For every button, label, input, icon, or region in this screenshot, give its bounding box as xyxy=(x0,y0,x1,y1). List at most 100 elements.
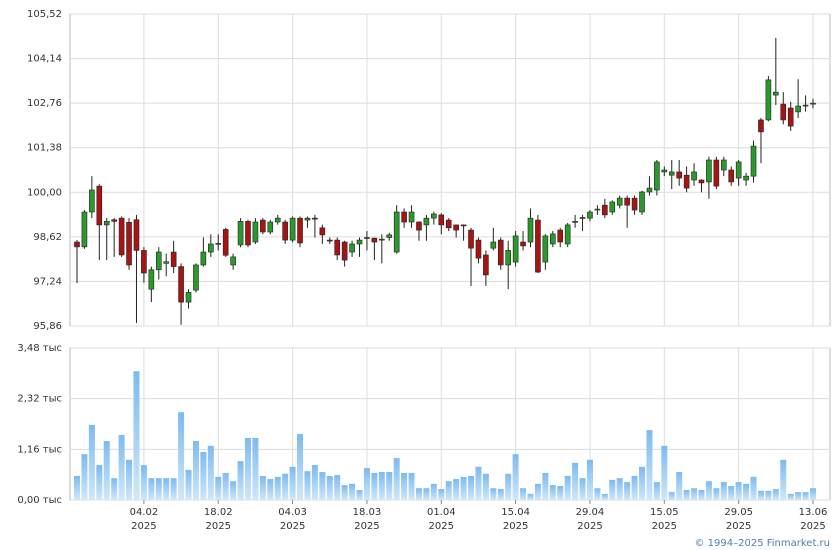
y-tick-label: 104,14 xyxy=(27,54,62,65)
volume-bar xyxy=(698,489,705,500)
candle-body xyxy=(497,239,504,266)
y-tick-label: 3,48 тыс xyxy=(17,343,62,354)
volume-bar xyxy=(81,454,88,500)
volume-bar xyxy=(601,493,608,500)
candle-body xyxy=(579,217,586,219)
candle-body xyxy=(408,211,415,223)
volume-bar xyxy=(787,493,794,500)
x-tick-label: 2025 xyxy=(131,521,156,532)
volume-bar xyxy=(445,481,452,500)
candle-body xyxy=(118,217,125,256)
candle-body xyxy=(520,241,526,247)
candle-body xyxy=(356,239,363,245)
candle-body xyxy=(393,211,400,253)
candle-body xyxy=(691,171,697,181)
candle-body xyxy=(542,235,549,263)
volume-bar xyxy=(765,490,772,500)
volume-bar xyxy=(103,441,110,500)
candle-body xyxy=(773,91,779,96)
volume-bar xyxy=(743,483,750,500)
candle-body xyxy=(438,214,445,226)
candle-body xyxy=(319,227,326,236)
volume-bar xyxy=(757,490,764,500)
volume-bar xyxy=(155,478,162,500)
candle-body xyxy=(89,189,95,213)
volume-bar xyxy=(527,493,534,500)
y-tick-label: 101,38 xyxy=(27,143,62,154)
volume-bar xyxy=(393,458,400,500)
candle-body xyxy=(379,238,385,241)
volume-bar xyxy=(140,465,147,500)
volume-bar xyxy=(482,473,489,500)
candle-body xyxy=(178,266,184,303)
candle-body xyxy=(103,221,110,226)
volume-bar xyxy=(378,472,385,500)
candle-body xyxy=(743,175,749,181)
y-tick-label: 102,76 xyxy=(27,98,62,109)
candle-body xyxy=(200,251,207,266)
volume-bar xyxy=(185,469,192,500)
x-tick-label: 15.04 xyxy=(501,507,530,518)
candle-body xyxy=(185,292,192,303)
volume-bar xyxy=(326,475,333,500)
x-tick-label: 2025 xyxy=(652,521,677,532)
volume-bar xyxy=(148,478,155,500)
volume-bar xyxy=(282,473,289,500)
x-tick-label: 2025 xyxy=(280,521,305,532)
volume-bar xyxy=(653,482,660,500)
volume-bar xyxy=(386,472,393,500)
candle-body xyxy=(126,222,132,266)
volume-bar xyxy=(267,479,274,500)
y-tick-label: 100,00 xyxy=(27,187,62,198)
volume-bar xyxy=(468,475,475,500)
candle-body xyxy=(431,213,437,219)
volume-bar xyxy=(438,489,445,500)
volume-bar xyxy=(118,434,125,500)
candle-body xyxy=(683,174,690,189)
volume-bar xyxy=(215,476,222,500)
candle-body xyxy=(304,217,311,221)
volume-bar xyxy=(230,481,237,500)
volume-bar xyxy=(772,489,779,500)
candle-body xyxy=(96,185,103,226)
volume-bar xyxy=(126,459,133,500)
candle-body xyxy=(416,221,422,231)
volume-bar xyxy=(579,478,586,500)
volume-bar xyxy=(401,472,408,500)
candle-body xyxy=(468,229,474,249)
volume-bar xyxy=(713,488,720,500)
x-tick-label: 04.03 xyxy=(278,507,307,518)
x-tick-label: 29.05 xyxy=(724,507,753,518)
candle-body xyxy=(364,237,370,239)
volume-bar xyxy=(133,371,140,500)
candle-body xyxy=(453,224,459,231)
volume-bar xyxy=(683,489,690,500)
candle-body xyxy=(646,187,653,193)
candle-body xyxy=(735,161,742,179)
candle-body xyxy=(133,219,140,251)
candle-body xyxy=(780,103,787,121)
candle-body xyxy=(713,159,720,187)
volume-bar xyxy=(542,472,549,500)
volume-bar xyxy=(728,486,735,500)
candle-body xyxy=(208,243,214,253)
candle-body xyxy=(758,119,764,133)
candle-body xyxy=(386,234,393,238)
volume-bar xyxy=(802,492,809,500)
volume-bar xyxy=(639,466,646,500)
candle-body xyxy=(341,241,348,261)
x-tick-label: 01.04 xyxy=(427,507,456,518)
candle-body xyxy=(527,217,534,243)
volume-bar xyxy=(586,459,593,500)
volume-bar xyxy=(557,486,564,500)
volume-bar xyxy=(520,488,527,500)
volume-bar xyxy=(244,437,251,500)
candle-body xyxy=(401,211,407,223)
volume-bar xyxy=(163,478,170,500)
candle-body xyxy=(594,208,601,211)
volume-bar xyxy=(96,465,103,500)
volume-bar xyxy=(297,434,304,500)
candle-body xyxy=(639,191,645,213)
